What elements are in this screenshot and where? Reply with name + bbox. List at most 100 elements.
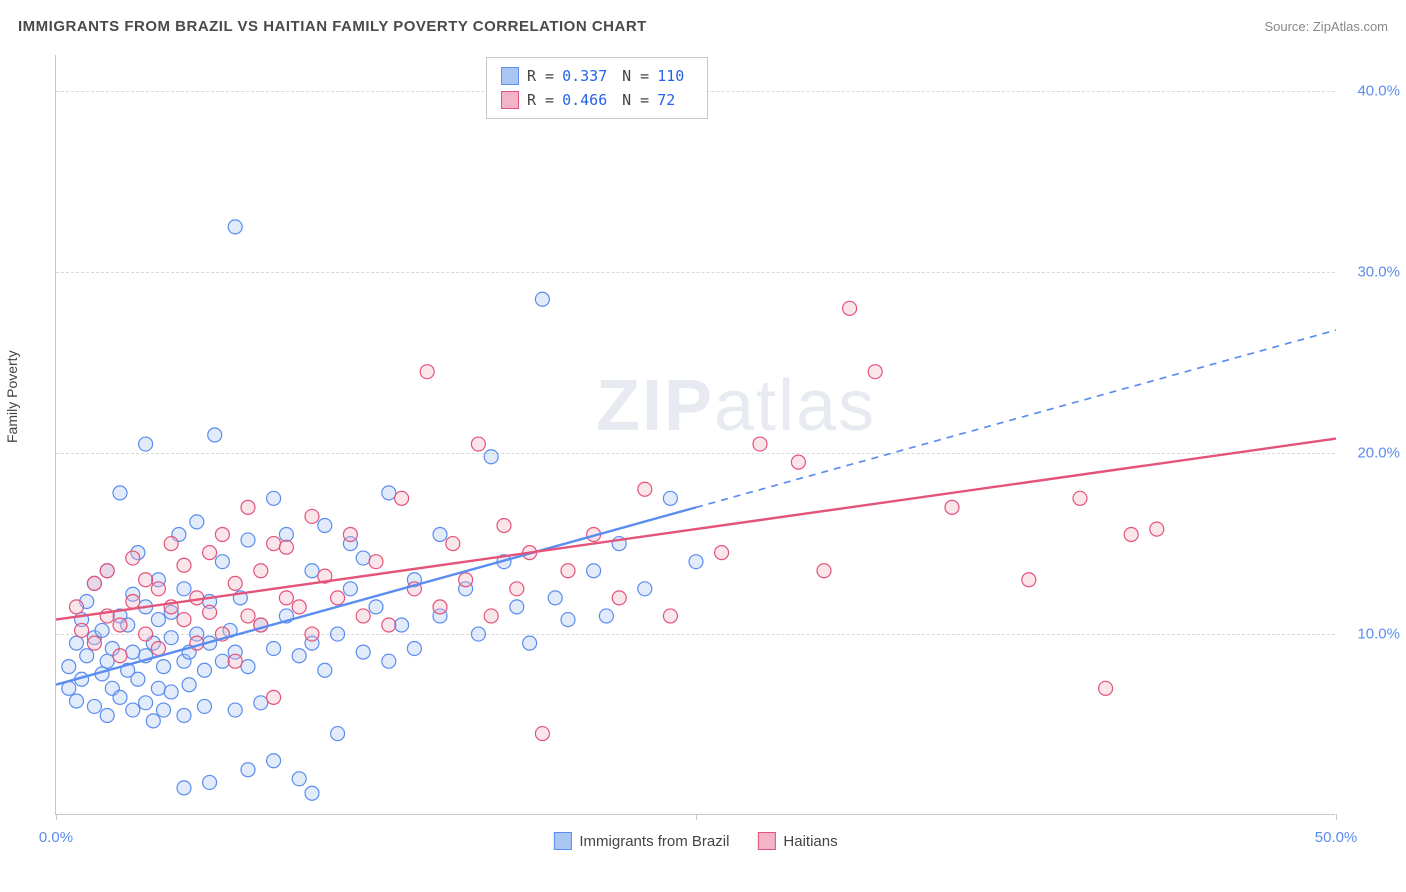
data-point xyxy=(331,727,345,741)
data-point xyxy=(241,533,255,547)
data-point xyxy=(318,518,332,532)
data-point xyxy=(228,576,242,590)
data-point xyxy=(446,537,460,551)
data-point xyxy=(433,600,447,614)
data-point xyxy=(484,609,498,623)
data-point xyxy=(305,627,319,641)
data-point xyxy=(1099,681,1113,695)
trend-line xyxy=(56,507,696,684)
data-point xyxy=(484,450,498,464)
data-point xyxy=(292,649,306,663)
data-point xyxy=(382,618,396,632)
data-point xyxy=(139,627,153,641)
data-point xyxy=(382,486,396,500)
data-point xyxy=(279,591,293,605)
chart-title: IMMIGRANTS FROM BRAZIL VS HAITIAN FAMILY… xyxy=(18,18,647,35)
data-point xyxy=(100,708,114,722)
data-point xyxy=(215,654,229,668)
stats-legend-row: R =0.466N = 72 xyxy=(501,88,693,112)
data-point xyxy=(510,600,524,614)
legend-swatch xyxy=(757,832,775,850)
data-point xyxy=(164,537,178,551)
data-point xyxy=(177,582,191,596)
data-point xyxy=(945,500,959,514)
plot-area: 10.0%20.0%30.0%40.0% ZIPatlas R =0.337N … xyxy=(55,55,1335,815)
data-point xyxy=(817,564,831,578)
data-point xyxy=(318,663,332,677)
x-tick-mark xyxy=(1336,814,1337,820)
data-point xyxy=(382,654,396,668)
data-point xyxy=(267,690,281,704)
data-point xyxy=(241,763,255,777)
data-point xyxy=(663,491,677,505)
legend-item: Immigrants from Brazil xyxy=(553,832,729,850)
data-point xyxy=(69,636,83,650)
data-point xyxy=(113,618,127,632)
data-point xyxy=(126,703,140,717)
data-point xyxy=(87,636,101,650)
data-point xyxy=(612,591,626,605)
data-point xyxy=(638,582,652,596)
data-point xyxy=(715,546,729,560)
data-point xyxy=(267,642,281,656)
data-point xyxy=(561,613,575,627)
x-axis-max-label: 50.0% xyxy=(1315,829,1358,846)
data-point xyxy=(151,642,165,656)
data-point xyxy=(177,558,191,572)
data-point xyxy=(343,528,357,542)
data-point xyxy=(331,591,345,605)
data-point xyxy=(420,365,434,379)
data-point xyxy=(151,681,165,695)
data-point xyxy=(471,437,485,451)
data-point xyxy=(471,627,485,641)
data-point xyxy=(113,649,127,663)
data-point xyxy=(663,609,677,623)
data-point xyxy=(843,301,857,315)
data-point xyxy=(228,220,242,234)
legend-swatch xyxy=(553,832,571,850)
data-point xyxy=(241,609,255,623)
n-value: 110 xyxy=(657,64,693,88)
data-point xyxy=(395,491,409,505)
r-value: 0.466 xyxy=(562,88,614,112)
data-point xyxy=(100,564,114,578)
data-point xyxy=(356,645,370,659)
data-point xyxy=(203,775,217,789)
data-point xyxy=(535,727,549,741)
data-point xyxy=(126,645,140,659)
y-tick-label: 40.0% xyxy=(1345,83,1400,100)
data-point xyxy=(228,654,242,668)
y-tick-label: 20.0% xyxy=(1345,445,1400,462)
data-point xyxy=(215,555,229,569)
data-point xyxy=(164,685,178,699)
legend-label: Haitians xyxy=(783,833,837,850)
data-point xyxy=(190,515,204,529)
data-point xyxy=(62,660,76,674)
y-tick-label: 10.0% xyxy=(1345,626,1400,643)
x-tick-mark xyxy=(696,814,697,820)
source-label: Source: ZipAtlas.com xyxy=(1264,19,1388,34)
data-point xyxy=(497,518,511,532)
data-point xyxy=(369,600,383,614)
n-label: N = xyxy=(622,88,649,112)
legend-swatch xyxy=(501,67,519,85)
data-point xyxy=(868,365,882,379)
n-label: N = xyxy=(622,64,649,88)
legend-item: Haitians xyxy=(757,832,837,850)
data-point xyxy=(1150,522,1164,536)
data-point xyxy=(69,600,83,614)
data-point xyxy=(197,699,211,713)
data-point xyxy=(535,292,549,306)
data-point xyxy=(599,609,613,623)
data-point xyxy=(753,437,767,451)
scatter-chart xyxy=(56,55,1335,814)
data-point xyxy=(369,555,383,569)
data-point xyxy=(113,690,127,704)
data-point xyxy=(548,591,562,605)
data-point xyxy=(279,540,293,554)
data-point xyxy=(157,660,171,674)
data-point xyxy=(433,528,447,542)
data-point xyxy=(95,623,109,637)
data-point xyxy=(356,551,370,565)
data-point xyxy=(182,678,196,692)
